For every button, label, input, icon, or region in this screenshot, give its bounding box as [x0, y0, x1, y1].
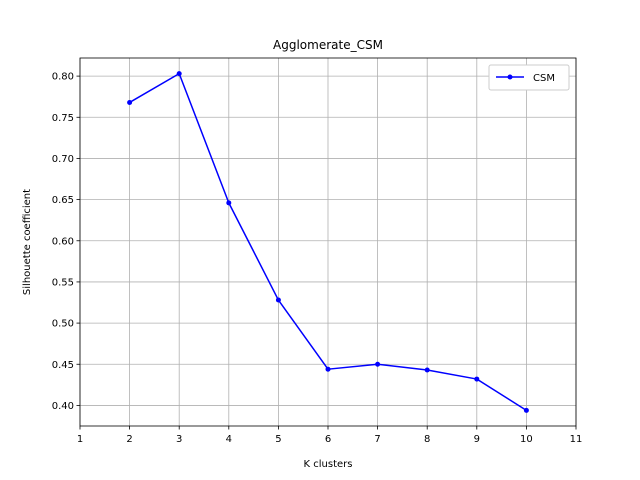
y-tick-label: 0.50 [52, 319, 74, 330]
y-tick-label: 0.65 [52, 195, 74, 206]
x-tick-label: 6 [325, 434, 331, 445]
x-tick-label: 3 [176, 434, 182, 445]
y-tick-label: 0.70 [52, 154, 74, 165]
x-tick-label: 4 [226, 434, 232, 445]
x-axis-label: K clusters [304, 459, 353, 470]
y-tick-label: 0.55 [52, 277, 74, 288]
x-tick-label: 8 [424, 434, 430, 445]
x-tick-label: 2 [126, 434, 132, 445]
y-tick-label: 0.45 [52, 360, 74, 371]
x-tick-label: 1 [77, 434, 83, 445]
data-point [474, 376, 480, 382]
chart-title: Agglomerate_CSM [273, 38, 383, 52]
legend-marker-sample [507, 74, 513, 80]
data-point [325, 366, 331, 372]
data-point [275, 297, 281, 303]
x-tick-label: 5 [275, 434, 281, 445]
y-tick-label: 0.60 [52, 236, 74, 247]
x-tick-label: 10 [520, 434, 533, 445]
y-tick-label: 0.75 [52, 113, 74, 124]
x-tick-label: 11 [570, 434, 583, 445]
data-point [523, 407, 529, 413]
y-tick-label: 0.80 [52, 72, 74, 83]
legend-label: CSM [533, 73, 555, 84]
y-axis-ticks: 0.40 0.45 0.50 0.55 0.60 0.65 0.70 0.75 0.80 [52, 72, 80, 412]
legend-box [488, 64, 570, 91]
y-tick-label: 0.40 [52, 401, 74, 412]
data-point [176, 71, 182, 77]
x-tick-label: 9 [474, 434, 480, 445]
series-layer [127, 71, 529, 413]
data-point [375, 361, 381, 367]
data-point [424, 367, 430, 373]
data-point [127, 99, 133, 105]
y-axis-label: Silhouette coefficient [22, 189, 33, 295]
x-axis-ticks: 1 2 3 4 5 6 7 8 9 10 11 [77, 426, 583, 445]
legend: CSM [488, 64, 570, 91]
data-point [226, 200, 232, 206]
x-tick-label: 7 [374, 434, 380, 445]
